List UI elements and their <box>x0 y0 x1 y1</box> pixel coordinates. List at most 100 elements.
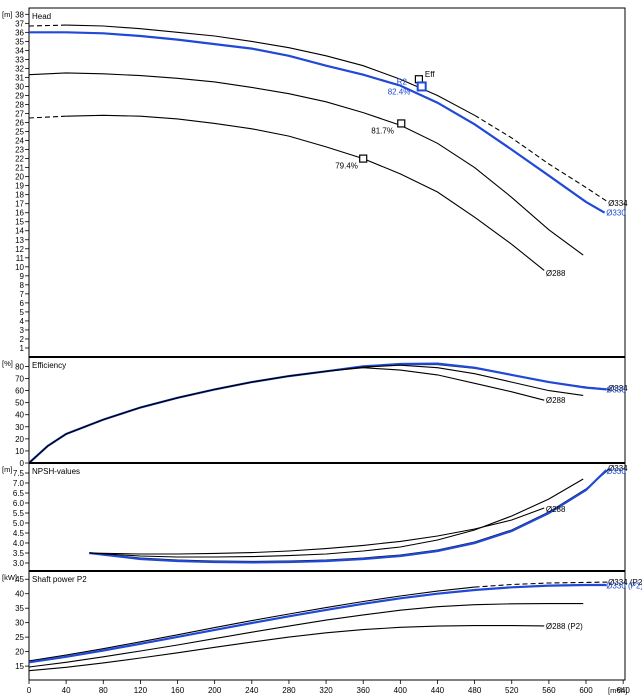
y-tick-label: 30 <box>15 423 24 432</box>
y-tick-label: 9 <box>20 272 25 281</box>
series-line-288-p2 <box>89 507 545 555</box>
x-tick-label: 280 <box>282 686 296 695</box>
panel-title: Head <box>32 12 51 21</box>
y-tick-label: 40 <box>15 411 24 420</box>
y-tick-label: 15 <box>15 218 24 227</box>
curve-end-label: Ø334 <box>608 384 628 393</box>
x-tick-label: 600 <box>579 686 593 695</box>
y-tick-label: 70 <box>15 375 24 384</box>
y-tick-label: 6.0 <box>13 499 25 508</box>
curve-end-label: Ø288 (P2) <box>546 622 583 631</box>
y-tick-label: 13 <box>15 236 24 245</box>
series-line-334-p0 <box>474 114 610 204</box>
y-tick-label: 15 <box>15 662 24 671</box>
marker-label: Eff <box>425 70 435 79</box>
x-tick-label: 40 <box>62 686 71 695</box>
y-tick-label: 6.5 <box>13 489 25 498</box>
y-axis-unit: [m] <box>2 10 12 19</box>
marker-label: 79.4% <box>335 162 358 171</box>
curve-end-label: Ø288 <box>546 505 566 514</box>
y-tick-label: 20 <box>15 435 24 444</box>
y-tick-label: 33 <box>15 55 24 64</box>
y-tick-label: 4.5 <box>13 529 25 538</box>
series-line-334-p0 <box>66 24 475 116</box>
x-tick-label: 120 <box>134 686 148 695</box>
curve-end-label: Ø330 <box>606 467 626 476</box>
series-line-288-p1 <box>28 367 545 464</box>
y-tick-label: 4.0 <box>13 539 25 548</box>
y-tick-label: 36 <box>15 28 24 37</box>
y-tick-label: 27 <box>15 110 24 119</box>
x-tick-label: 320 <box>319 686 333 695</box>
y-tick-label: 20 <box>15 648 24 657</box>
y-tick-label: 28 <box>15 100 24 109</box>
series-line-unlabeled-p2 <box>89 478 584 558</box>
y-tick-label: 12 <box>15 245 24 254</box>
y-tick-label: 21 <box>15 164 24 173</box>
y-tick-label: 32 <box>15 64 24 73</box>
y-tick-label: 5 <box>20 308 25 317</box>
series-line-288-p0 <box>66 114 545 271</box>
x-tick-label: 480 <box>468 686 482 695</box>
y-tick-label: 23 <box>15 146 24 155</box>
y-tick-label: 38 <box>15 10 24 19</box>
y-tick-label: 34 <box>15 46 24 55</box>
x-tick-label: 200 <box>208 686 222 695</box>
curve-end-label: Ø334 <box>608 464 628 473</box>
curve-end-label: Ø330 <box>606 209 626 218</box>
y-axis-unit: [kW] <box>2 573 17 582</box>
y-tick-label: 19 <box>15 182 24 191</box>
y-tick-label: 17 <box>15 200 24 209</box>
series-line-288-p0 <box>28 115 67 119</box>
y-tick-label: 7.5 <box>13 469 25 478</box>
y-tick-label: 40 <box>15 590 24 599</box>
y-tick-label: 1 <box>20 344 25 353</box>
x-axis-unit: [m³/h] <box>608 686 627 695</box>
y-tick-label: 10 <box>15 263 24 272</box>
series-line-334p2-p3 <box>28 586 475 662</box>
y-tick-label: 3.0 <box>13 559 25 568</box>
operating-point-marker <box>359 154 368 163</box>
series-line-330-p0 <box>29 31 606 214</box>
panel-title: Efficiency <box>32 361 66 370</box>
panel-title: NPSH-values <box>32 467 80 476</box>
series-line-334p2-p3 <box>474 581 610 588</box>
x-tick-label: 440 <box>431 686 445 695</box>
operating-point-marker <box>397 119 406 128</box>
y-tick-label: 31 <box>15 73 24 82</box>
y-tick-label: 25 <box>15 633 24 642</box>
curve-end-label: Ø288 <box>546 269 566 278</box>
curve-end-label: Ø334 <box>608 199 628 208</box>
y-tick-label: 50 <box>15 399 24 408</box>
series-line-330-p1 <box>28 362 607 464</box>
series-line-330p2-p3 <box>28 583 607 664</box>
y-tick-label: 3 <box>20 326 25 335</box>
series-line-unlabeled-p0 <box>28 72 584 256</box>
marker-label: 82.4% <box>388 87 411 96</box>
y-tick-label: 5.0 <box>13 519 25 528</box>
y-axis-unit: [%] <box>2 359 13 368</box>
series-line-334-p0 <box>28 24 67 27</box>
x-tick-label: 0 <box>27 686 32 695</box>
curve-end-label: Ø334 (P2) <box>608 578 642 587</box>
y-tick-label: 6 <box>20 299 25 308</box>
y-tick-label: 80 <box>15 362 24 371</box>
y-tick-label: 35 <box>15 37 24 46</box>
series-line-330-p2 <box>89 469 608 564</box>
y-tick-label: 14 <box>15 227 24 236</box>
y-tick-label: 7 <box>20 290 25 299</box>
x-tick-label: 240 <box>245 686 259 695</box>
y-tick-label: 8 <box>20 281 25 290</box>
y-tick-label: 35 <box>15 604 24 613</box>
y-tick-label: 16 <box>15 209 24 218</box>
marker-label: 81.7% <box>371 126 394 135</box>
curve-end-label: Ø330 (P2) <box>606 582 642 591</box>
y-tick-label: 30 <box>15 82 24 91</box>
plot-frame <box>28 7 626 681</box>
rated-point-marker <box>416 81 427 92</box>
x-tick-label: 640 <box>616 686 630 695</box>
y-tick-label: 11 <box>16 254 25 263</box>
x-tick-label: 80 <box>99 686 108 695</box>
